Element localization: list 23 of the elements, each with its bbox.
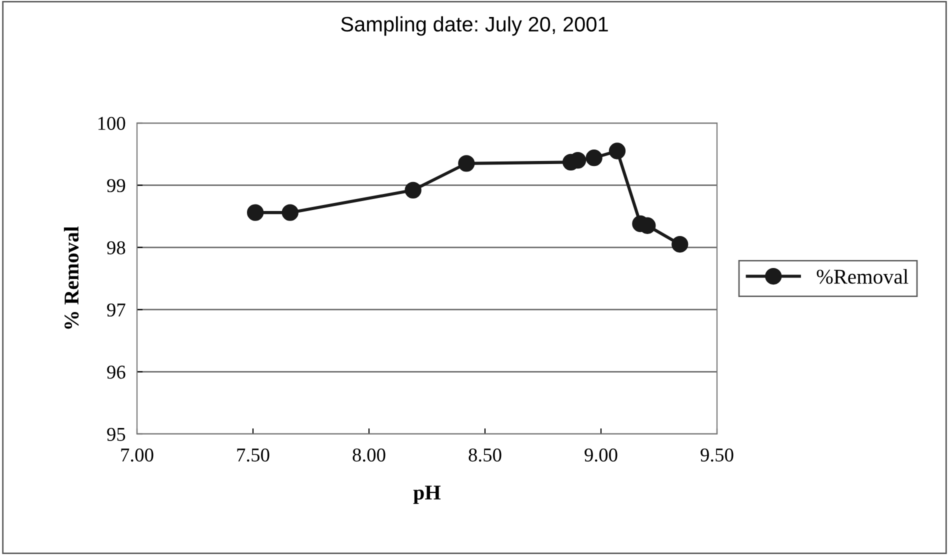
x-tick-label: 7.00 — [121, 448, 154, 462]
x-tick-label: 8.50 — [468, 448, 502, 462]
point — [608, 142, 626, 160]
x-tick-label: 7.50 — [237, 448, 270, 462]
x-tick-label: 9.50 — [700, 448, 734, 462]
y-tick-label: 98 — [107, 241, 126, 254]
point — [404, 182, 422, 199]
chart-title: Sampling date: July 20, 2001 — [341, 16, 608, 36]
x-tick-label: 9.00 — [584, 448, 618, 462]
point — [246, 204, 264, 221]
y-tick-label: 99 — [107, 179, 126, 192]
y-tick-label: 100 — [98, 116, 126, 130]
y-tick-label: 96 — [107, 366, 126, 379]
point — [586, 150, 602, 166]
legend-label: %Removal — [816, 269, 908, 284]
y-tick-label: 95 — [107, 428, 126, 441]
point — [282, 204, 298, 221]
x-tick-label: 8.00 — [352, 448, 386, 462]
y-tick-label: 97 — [107, 303, 126, 317]
point — [458, 155, 475, 172]
point — [672, 236, 688, 253]
x-axis-title: pH — [413, 486, 441, 504]
y-axis-title: % Removal — [64, 226, 79, 329]
